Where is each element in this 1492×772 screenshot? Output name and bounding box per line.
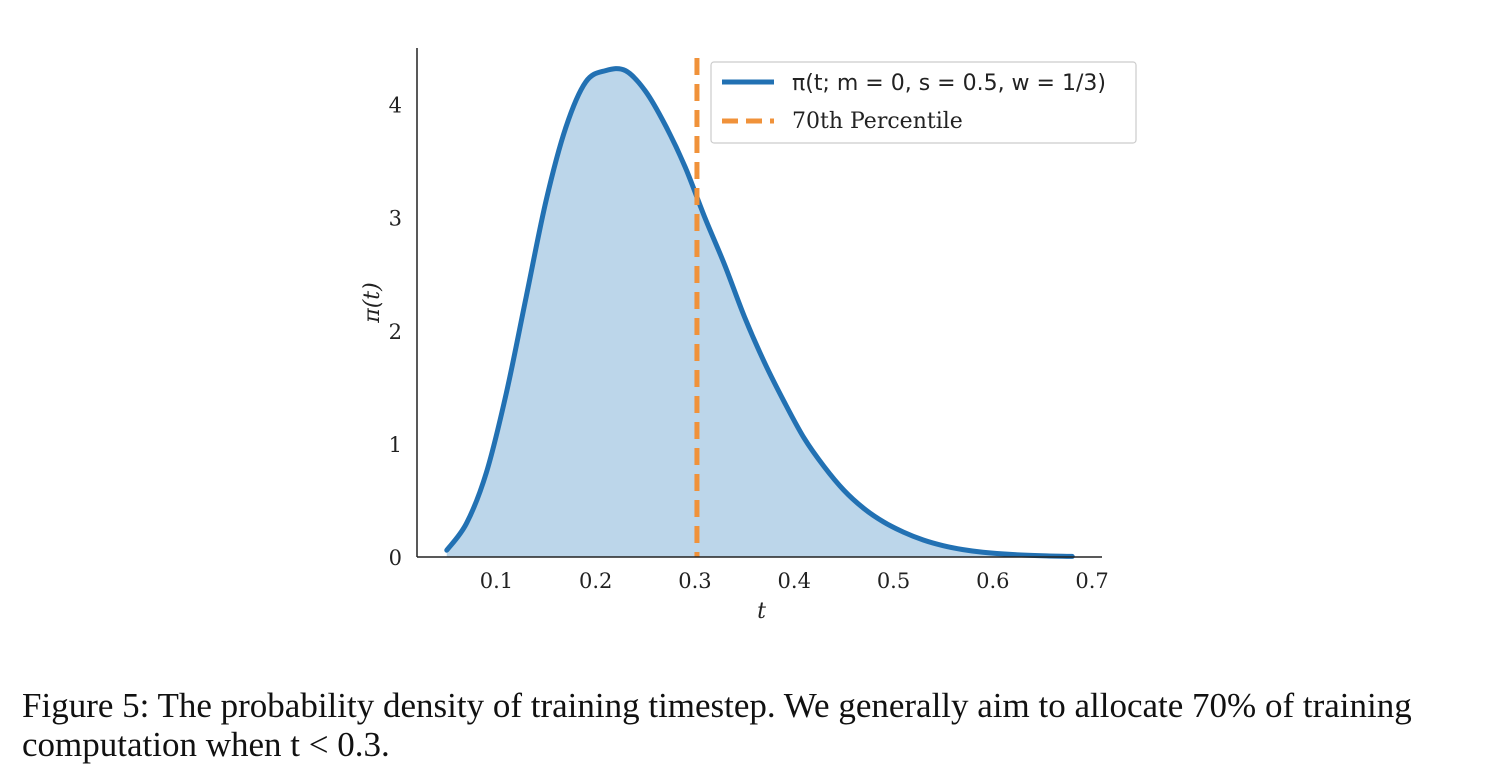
y-tick-label: 0 <box>389 546 402 570</box>
y-axis-ticks: 0 1 2 3 4 <box>389 94 402 570</box>
x-tick-label: 0.5 <box>877 569 910 593</box>
density-area-fill <box>446 68 1073 557</box>
y-tick-label: 1 <box>389 433 402 457</box>
x-tick-label: 0.7 <box>1075 569 1108 593</box>
legend: π(t; m = 0, s = 0.5, w = 1/3) 70th Perce… <box>710 61 1137 144</box>
y-tick-label: 4 <box>389 94 402 118</box>
figure-caption: Figure 5: The probability density of tra… <box>22 686 1412 764</box>
density-curve <box>444 66 1075 559</box>
legend-label-percentile: 70th Percentile <box>792 109 963 134</box>
density-chart: 0.1 0.2 0.3 0.4 0.5 0.6 0.7 0 1 2 3 4 t π(t) π(t; … <box>360 48 1137 624</box>
x-tick-label: 0.1 <box>480 569 513 593</box>
legend-label-density: π(t; m = 0, s = 0.5, w = 1/3) <box>792 71 1106 96</box>
x-tick-label: 0.3 <box>678 569 711 593</box>
x-tick-label: 0.4 <box>778 569 811 593</box>
x-axis-label: t <box>757 599 766 624</box>
y-tick-label: 3 <box>389 207 402 231</box>
x-tick-label: 0.6 <box>976 569 1009 593</box>
y-axis-label: π(t) <box>360 282 385 323</box>
x-axis-ticks: 0.1 0.2 0.3 0.4 0.5 0.6 0.7 <box>480 569 1109 593</box>
legend-box <box>710 61 1137 144</box>
y-tick-label: 2 <box>389 320 402 344</box>
x-tick-label: 0.2 <box>579 569 612 593</box>
plot-area <box>444 58 1075 559</box>
